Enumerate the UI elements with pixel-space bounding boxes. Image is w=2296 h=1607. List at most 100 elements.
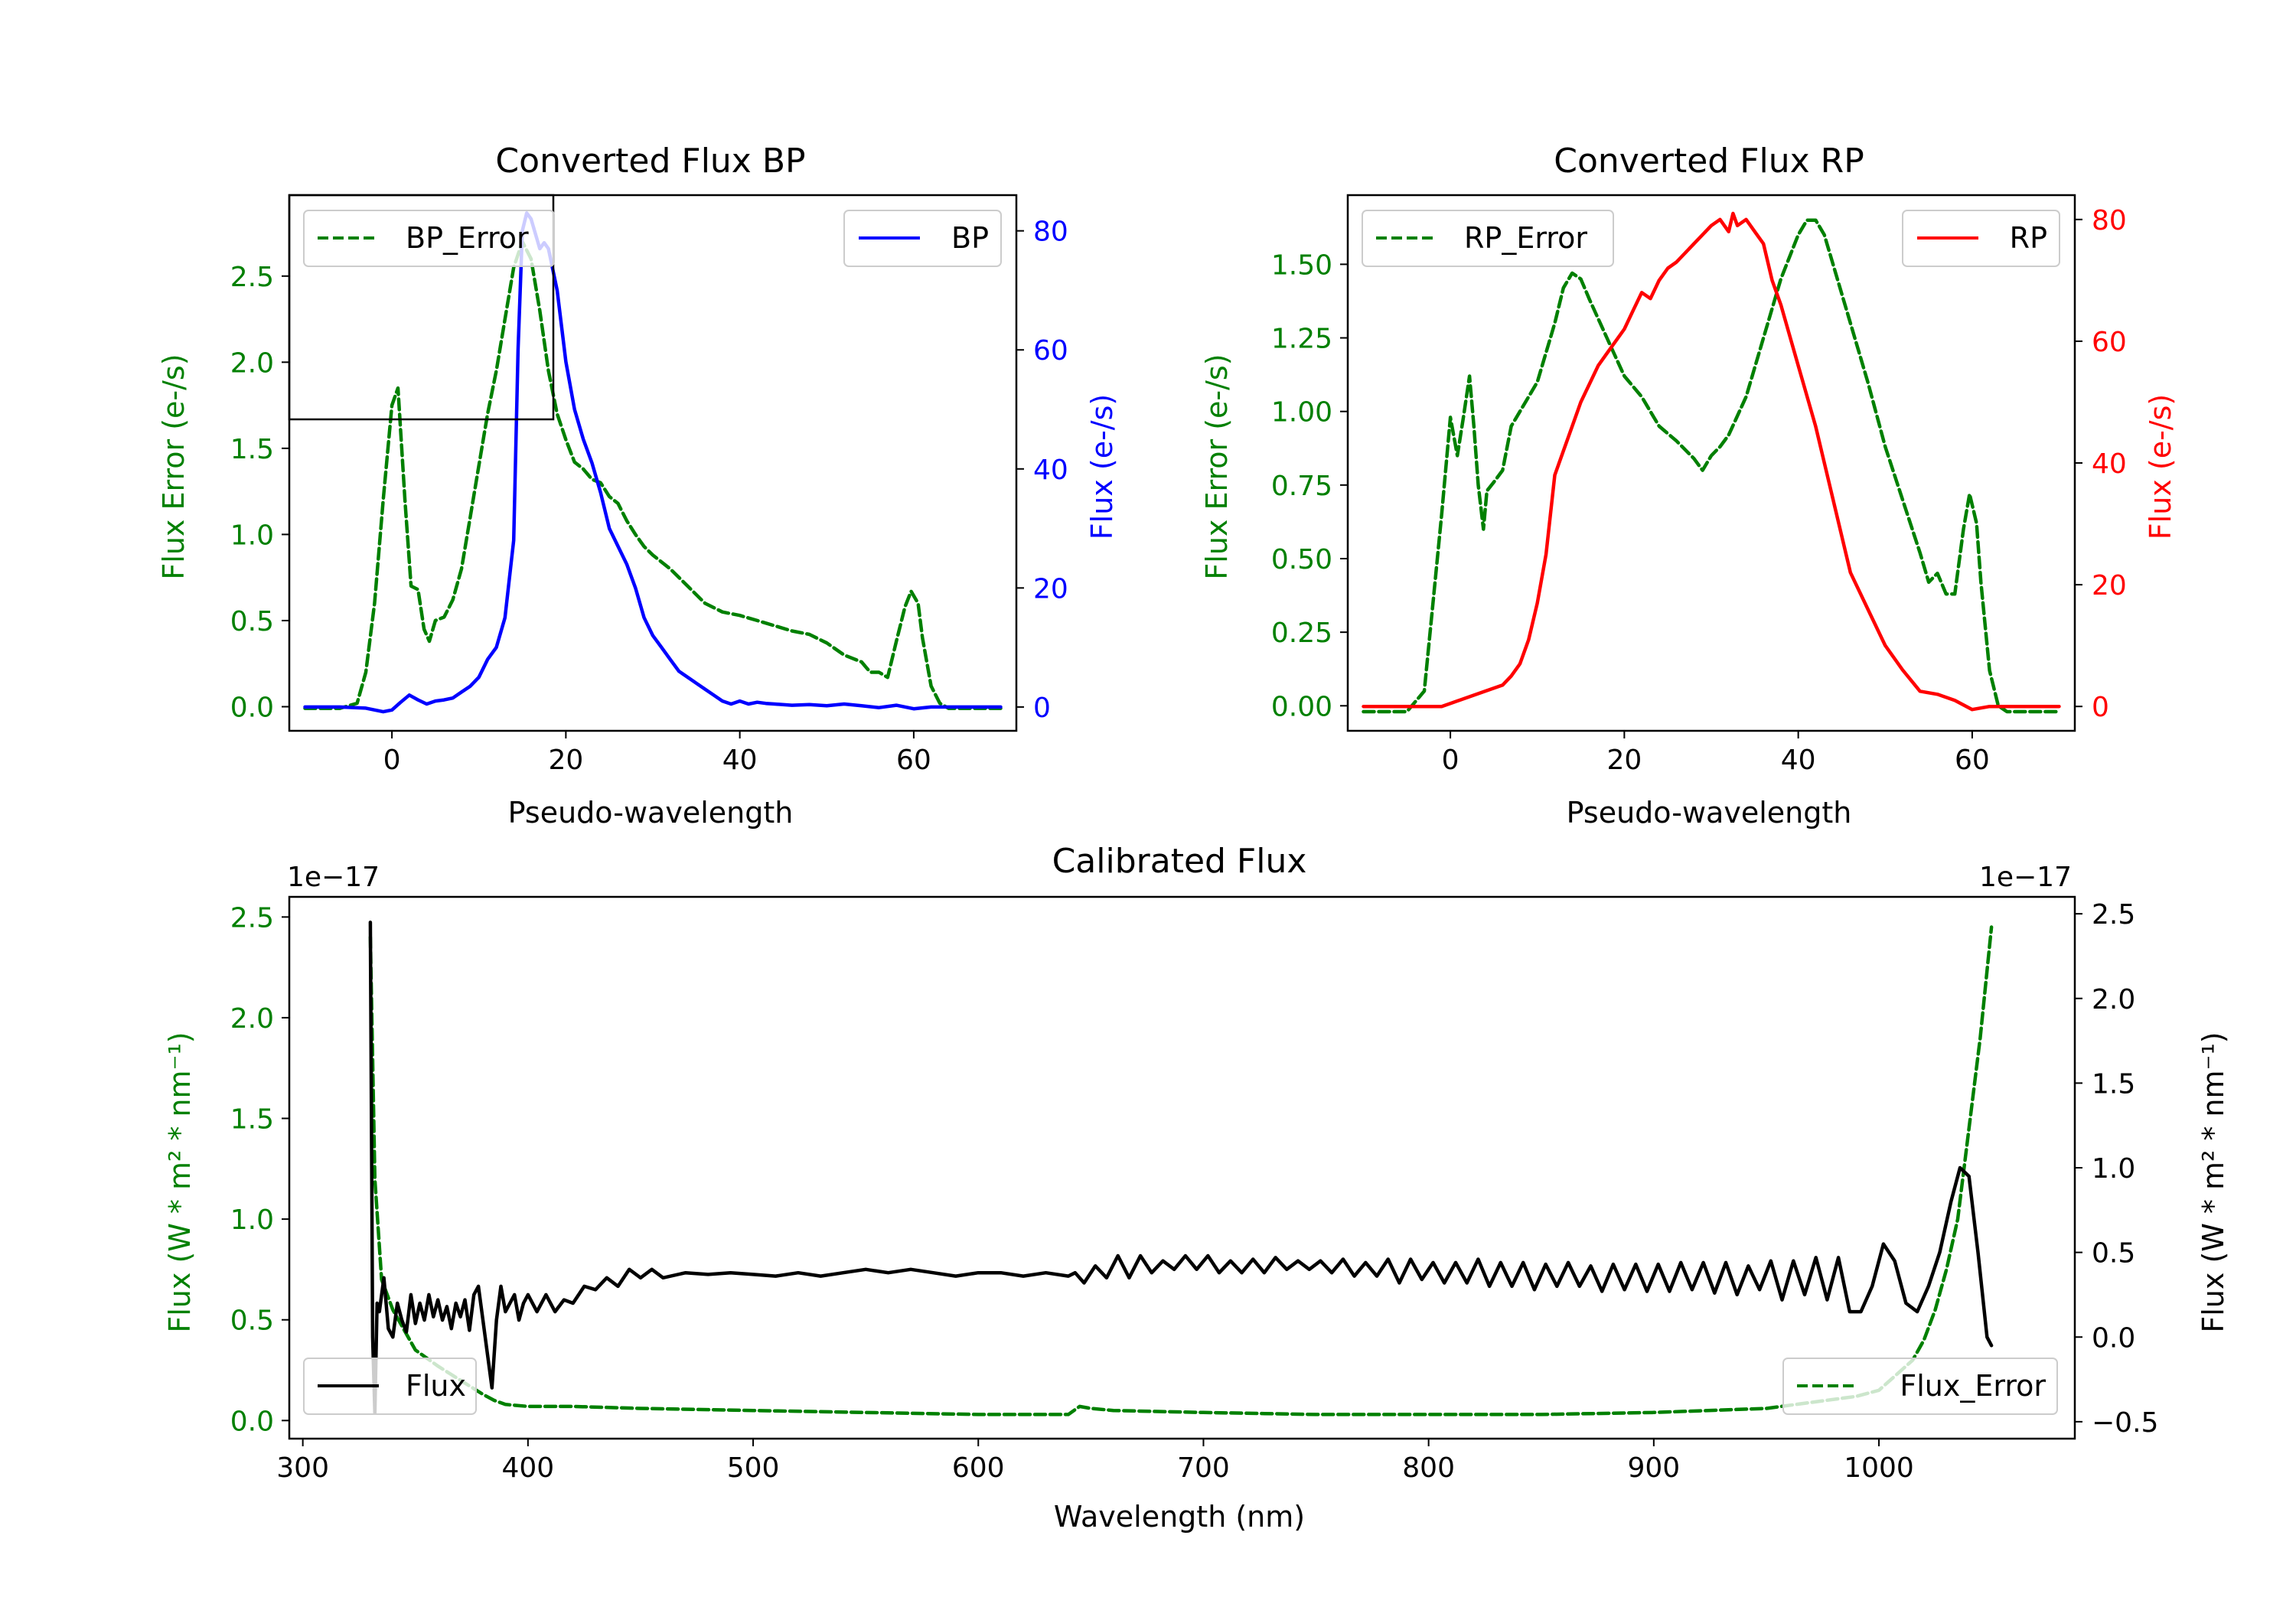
series-line-bp [303, 211, 1003, 714]
x-tick-label: 60 [896, 745, 931, 776]
right-y-tick-label: 60 [1033, 335, 1068, 367]
legend-right: Flux_Error [1782, 1358, 2058, 1415]
legend-label: BP [951, 221, 989, 255]
chart-title: Converted Flux BP [495, 142, 805, 181]
legend-left: Flux [303, 1358, 477, 1415]
left-y-axis-label: Flux Error (e-/s) [1200, 354, 1234, 579]
right-y-axis-label: Flux (W * m² * nm⁻¹) [2197, 1032, 2230, 1332]
x-axis-label: Pseudo-wavelength [508, 796, 794, 830]
chart-title: Calibrated Flux [1052, 842, 1307, 881]
left-y-tick-label: 1.5 [230, 1104, 274, 1136]
left-y-tick-label: 0.0 [230, 1406, 274, 1437]
left-y-tick-label: 1.0 [230, 1204, 274, 1236]
x-axis: 300 400 500 600 700 800 900 1000 [276, 1439, 1914, 1484]
left-y-tick-label: 2.0 [230, 1003, 274, 1035]
x-tick-label: 20 [548, 745, 583, 776]
x-tick-label: 500 [727, 1452, 780, 1484]
left-y-axis-label: Flux (W * m² * nm⁻¹) [163, 1032, 197, 1332]
x-tick-label: 0 [1442, 745, 1459, 776]
left-y-tick-label: 1.5 [230, 434, 274, 465]
left-y-tick-label: 0.00 [1271, 691, 1332, 722]
x-tick-label: 1000 [1844, 1452, 1914, 1484]
legend-left: BP_Error [303, 210, 555, 267]
x-tick-label: 40 [1781, 745, 1816, 776]
right-y-axis: −0.5 0.0 0.5 1.0 1.5 2.0 2.5 [2075, 899, 2158, 1439]
right-y-tick-label: 0 [2092, 692, 2109, 723]
x-tick-label: 600 [952, 1452, 1005, 1484]
series-line-flux [368, 920, 1994, 1416]
x-tick-label: 0 [383, 745, 401, 776]
panel-converted-flux-bp: Converted Flux BP 0 20 40 60 0.0 0.5 1.0 1.5 2.… [157, 142, 1119, 830]
right-y-tick-label: 20 [2092, 570, 2127, 601]
left-y-axis-label: Flux Error (e-/s) [157, 354, 191, 579]
left-offset-label: 1e−17 [287, 862, 380, 893]
left-y-tick-label: 1.00 [1271, 397, 1332, 429]
panel-converted-flux-rp: Converted Flux RP 0 20 40 60 0.000.250.500.… [1200, 142, 2177, 830]
legend-right: BP [843, 210, 1002, 267]
plot-frame [288, 895, 2076, 1440]
legend-left: RP_Error [1362, 210, 1614, 267]
right-y-tick-label: 2.5 [2092, 899, 2135, 931]
plot-frame [288, 194, 1018, 732]
x-tick-label: 60 [1955, 745, 1990, 776]
left-y-tick-label: 1.25 [1271, 324, 1332, 355]
right-y-tick-label: 2.0 [2092, 984, 2135, 1015]
left-y-axis: 0.0 0.5 1.0 1.5 2.0 2.5 [230, 262, 289, 723]
legend-label: Flux_Error [1900, 1369, 2046, 1403]
x-tick-label: 700 [1177, 1452, 1230, 1484]
right-y-tick-label: 0.5 [2092, 1238, 2135, 1270]
plot-area [288, 194, 1018, 732]
x-tick-label: 300 [276, 1452, 329, 1484]
x-axis-label: Wavelength (nm) [1054, 1500, 1305, 1534]
legend-label: RP_Error [1464, 221, 1587, 255]
left-y-tick-label: 0.0 [230, 692, 274, 723]
left-y-tick-label: 0.75 [1271, 471, 1332, 502]
left-y-tick-label: 2.0 [230, 347, 274, 379]
left-y-tick-label: 0.25 [1271, 618, 1332, 649]
left-y-tick-label: 2.5 [230, 902, 274, 934]
chart-title: Converted Flux RP [1554, 142, 1864, 181]
right-y-axis-label: Flux (e-/s) [2144, 394, 2177, 539]
right-y-axis: 0 20 40 60 80 [1016, 217, 1068, 724]
right-y-tick-label: 40 [2092, 448, 2127, 480]
left-y-tick-label: 0.5 [230, 606, 274, 637]
left-y-tick-label: 2.5 [230, 262, 274, 293]
legend-label: BP_Error [406, 221, 529, 255]
plot-area [1346, 194, 2076, 732]
x-tick-label: 40 [722, 745, 758, 776]
right-y-tick-label: 0 [1033, 693, 1051, 724]
x-tick-label: 400 [501, 1452, 554, 1484]
plot-frame [288, 194, 555, 421]
left-y-tick-label: 0.50 [1271, 544, 1332, 575]
plot-frame [1346, 194, 2076, 732]
right-y-axis-label: Flux (e-/s) [1085, 394, 1119, 539]
right-y-tick-label: 80 [2092, 205, 2127, 236]
right-y-tick-label: 1.5 [2092, 1068, 2135, 1100]
right-y-tick-label: 1.0 [2092, 1153, 2135, 1185]
x-tick-label: 800 [1402, 1452, 1455, 1484]
x-axis-label: Pseudo-wavelength [1567, 796, 1852, 830]
right-offset-label: 1e−17 [1979, 862, 2072, 893]
right-y-tick-label: 40 [1033, 455, 1068, 486]
x-tick-label: 20 [1606, 745, 1642, 776]
x-axis: 0 20 40 60 [383, 731, 931, 776]
right-y-tick-label: 20 [1033, 573, 1068, 605]
right-y-tick-label: 60 [2092, 327, 2127, 358]
left-y-axis: 0.00 0.25 0.50 0.75 1.00 1.25 1.50 [1271, 249, 1348, 722]
right-y-tick-label: −0.5 [2092, 1407, 2158, 1439]
legend-right: RP [1902, 210, 2060, 267]
x-tick-label: 900 [1627, 1452, 1680, 1484]
left-y-tick-label: 1.0 [230, 520, 274, 551]
right-y-tick-label: 0.0 [2092, 1322, 2135, 1354]
x-axis: 0 20 40 60 [1442, 731, 1990, 776]
series-line-rp [1362, 211, 2061, 712]
legend-label: Flux [406, 1369, 466, 1403]
left-y-axis: 0.0 0.5 1.0 1.5 2.0 2.5 [230, 902, 289, 1437]
legend-label: RP [2010, 221, 2047, 255]
panel-calibrated-flux: Calibrated Flux 300 400 500 600 700 800 900 100… [163, 842, 2230, 1534]
series-line-rp-error [1362, 218, 2061, 714]
left-y-tick-label: 0.5 [230, 1305, 274, 1337]
right-y-axis: 0 20 40 60 80 [2075, 205, 2127, 723]
left-y-tick-label: 1.50 [1271, 249, 1332, 281]
